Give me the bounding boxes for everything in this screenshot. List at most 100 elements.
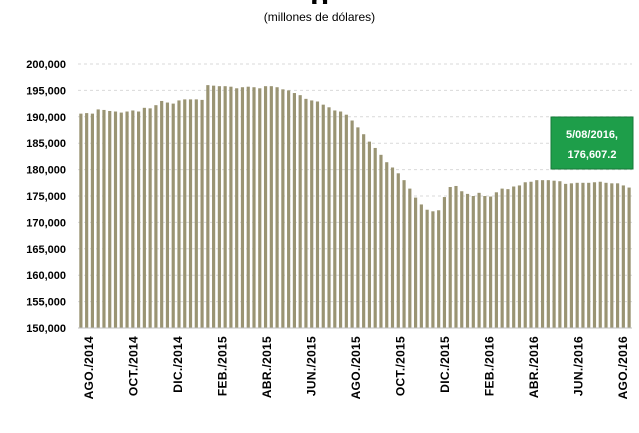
bar <box>131 110 135 329</box>
bar <box>269 86 273 329</box>
bar <box>142 107 146 328</box>
y-tick-label: 200,000 <box>26 59 66 71</box>
bar <box>494 192 498 328</box>
bar <box>108 110 112 329</box>
value-callout: 5/08/2016, 176,607.2 <box>550 116 634 170</box>
bar <box>171 103 175 328</box>
bar <box>465 193 470 328</box>
bar <box>569 183 573 328</box>
x-tick-label: OCT./2014 <box>127 336 141 396</box>
x-tick-label: ABR./2015 <box>260 336 274 398</box>
bar <box>137 111 141 329</box>
bar <box>165 102 170 328</box>
bar <box>188 99 193 328</box>
bar <box>385 162 389 328</box>
bar <box>489 196 493 328</box>
y-tick-label: 155,000 <box>26 297 66 309</box>
bar <box>546 180 550 328</box>
x-tick-label: JUN./2015 <box>305 336 319 396</box>
bar <box>223 86 227 329</box>
y-axis-ticks: 150,000 155,000 160,000 165,000 170,000 175,0… <box>26 59 66 335</box>
bar <box>281 89 285 328</box>
bar <box>414 197 418 328</box>
bar <box>217 86 221 329</box>
bar <box>615 183 620 328</box>
bar <box>102 109 106 328</box>
bar <box>154 105 158 329</box>
value-callout-line2: 176,607.2 <box>568 149 617 161</box>
bar <box>604 182 608 328</box>
x-tick-label: FEB./2016 <box>483 336 497 396</box>
bar <box>448 187 452 328</box>
x-tick-label: ABR./2016 <box>527 336 541 398</box>
bar <box>506 189 510 328</box>
y-tick-label: 185,000 <box>26 138 66 150</box>
bar <box>246 86 250 328</box>
bar <box>263 86 268 329</box>
bar <box>229 86 233 328</box>
bar <box>373 147 377 328</box>
bar <box>235 88 239 328</box>
bar <box>96 109 100 328</box>
x-tick-label: DIC./2014 <box>171 336 185 393</box>
bar <box>287 90 291 329</box>
x-axis-ticks: AGO./2014 OCT./2014 DIC./2014 FEB./2015 ABR.… <box>82 336 630 399</box>
bar <box>558 181 562 328</box>
y-tick-label: 150,000 <box>26 323 66 335</box>
bar <box>379 154 383 328</box>
bar <box>437 210 441 328</box>
y-tick-label: 165,000 <box>26 244 66 256</box>
bar <box>85 113 89 328</box>
bar <box>362 134 366 328</box>
bar <box>200 99 204 329</box>
bar <box>344 114 348 328</box>
value-callout-line1: 5/08/2016, <box>566 129 618 141</box>
bar <box>396 173 400 328</box>
bar <box>598 181 602 328</box>
bar <box>442 197 447 328</box>
bar <box>408 188 412 328</box>
bar <box>79 113 83 328</box>
x-tick-label: DIC./2015 <box>438 336 452 393</box>
bar <box>431 211 435 328</box>
bar <box>350 120 354 328</box>
bar <box>610 183 614 328</box>
bar <box>621 185 625 328</box>
bar <box>477 192 481 328</box>
y-tick-label: 160,000 <box>26 270 66 282</box>
bar <box>258 88 262 328</box>
bar <box>425 209 429 328</box>
bar <box>183 99 187 328</box>
bar <box>119 112 123 328</box>
chart-title-fragment: g <box>250 0 390 4</box>
bar <box>315 101 320 329</box>
chart-title-fragment-text: g <box>250 0 390 4</box>
bar <box>177 100 181 329</box>
bar <box>292 93 296 328</box>
x-tick-label: AGO./2015 <box>349 336 363 399</box>
bar <box>367 141 372 328</box>
bar <box>523 182 527 328</box>
bar <box>310 100 314 329</box>
y-tick-label: 195,000 <box>26 85 66 97</box>
bar <box>194 99 198 328</box>
bar <box>402 180 406 328</box>
bar <box>535 180 539 328</box>
y-tick-label: 180,000 <box>26 165 66 177</box>
bar <box>212 85 216 329</box>
bar <box>587 182 591 328</box>
bar <box>356 127 360 328</box>
x-tick-label: OCT./2015 <box>394 336 408 396</box>
bars <box>79 85 631 329</box>
bar <box>512 186 516 328</box>
bar <box>500 188 504 328</box>
bar <box>460 191 464 328</box>
y-tick-label: 175,000 <box>26 191 66 203</box>
bar <box>148 108 152 328</box>
bar <box>517 185 522 328</box>
bar <box>627 187 631 328</box>
x-tick-label: AGO./2016 <box>616 336 630 399</box>
bar <box>321 104 325 328</box>
x-tick-label: JUN./2016 <box>572 336 586 396</box>
